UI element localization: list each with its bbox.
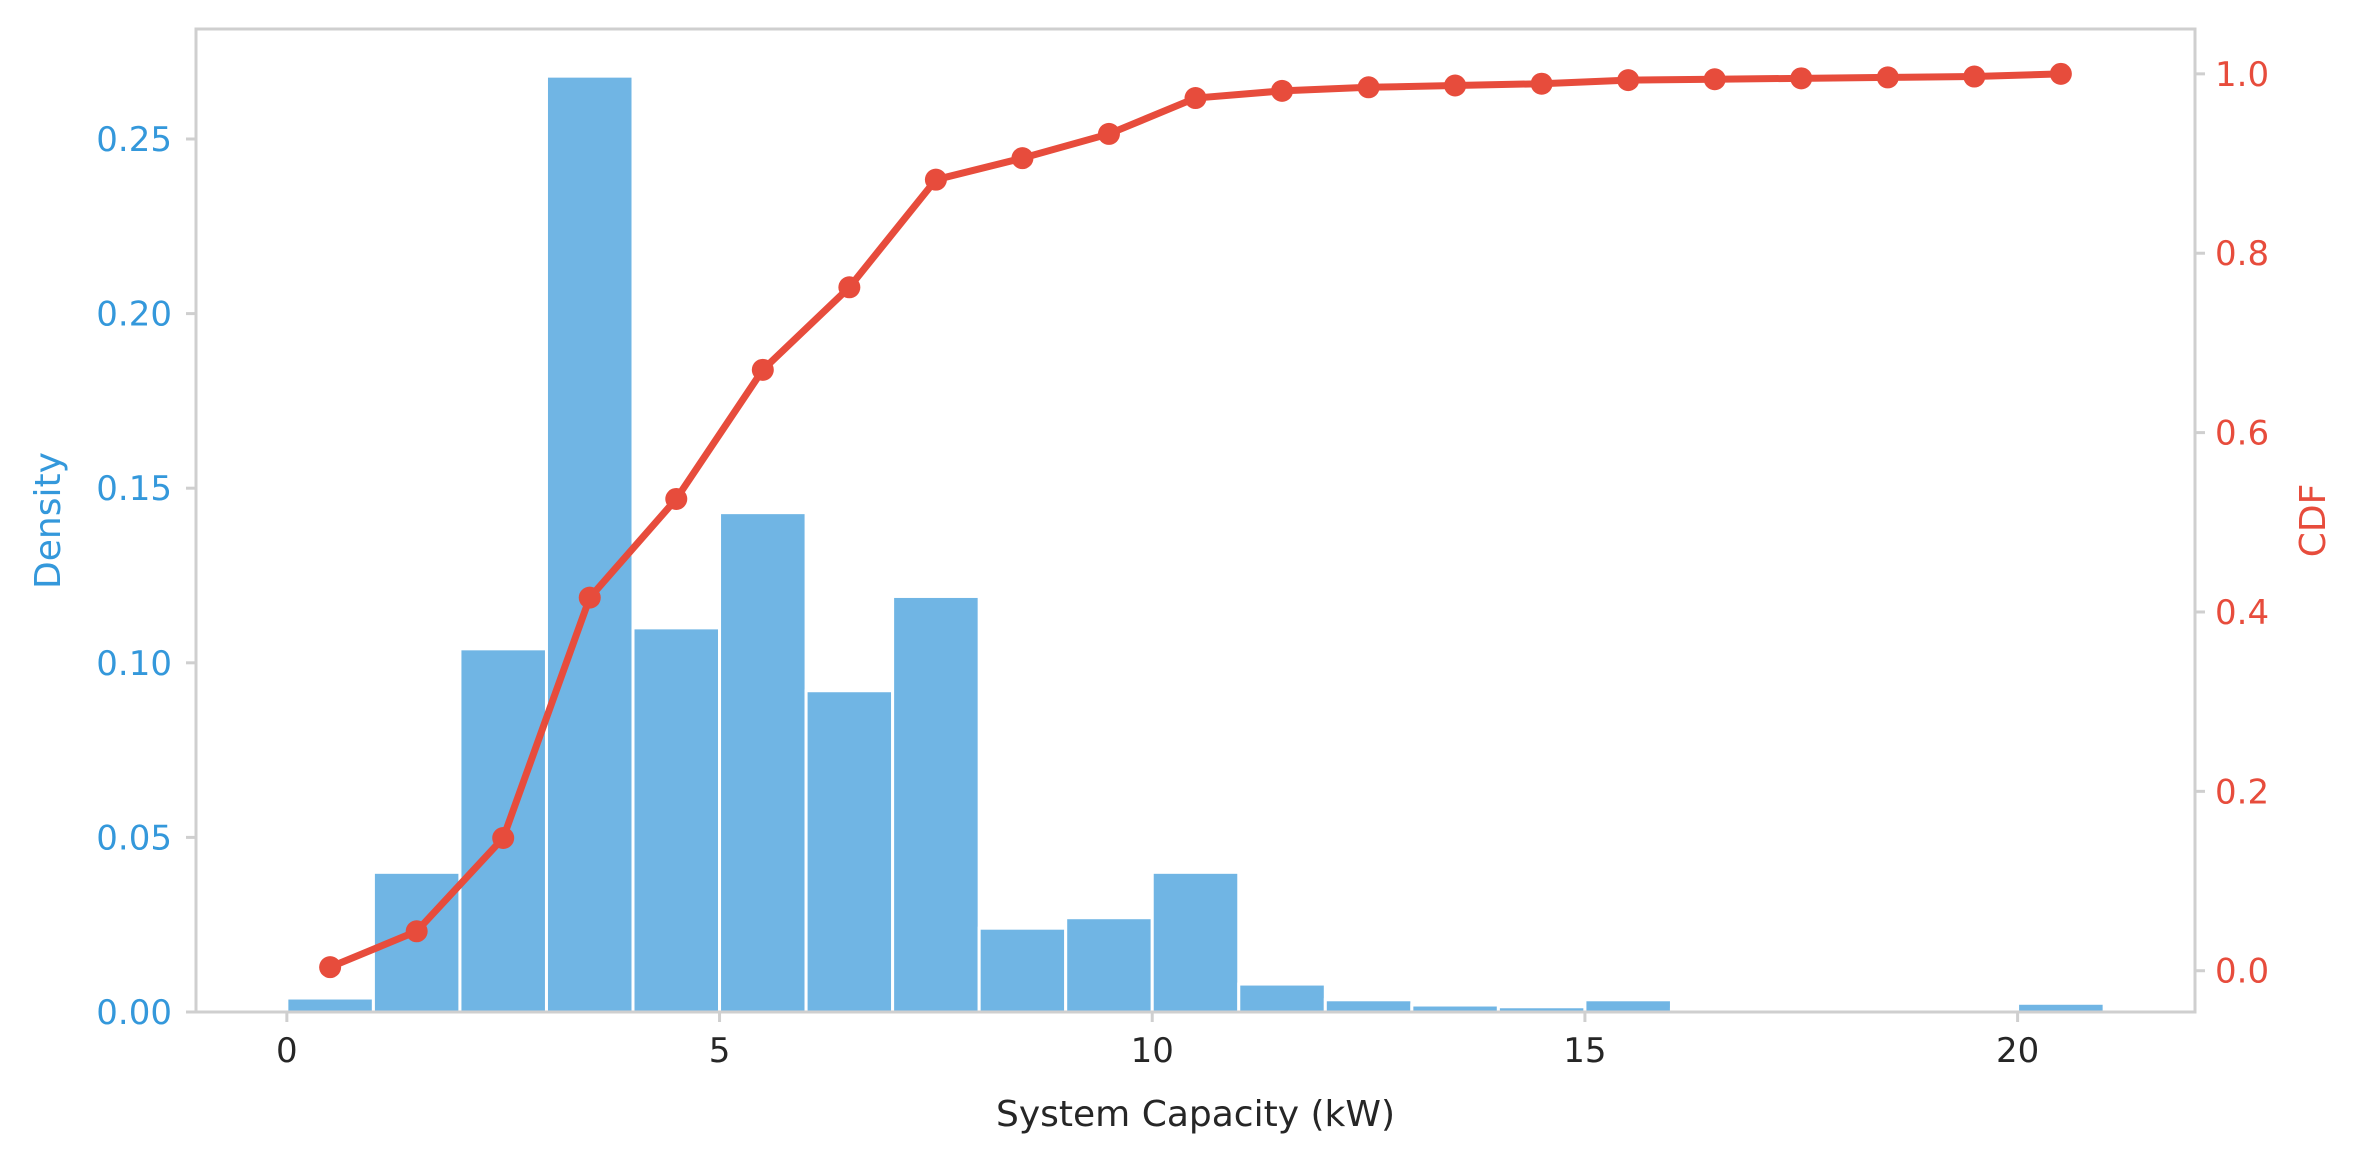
x-axis: 0 5 10 15 20 bbox=[276, 1012, 2039, 1071]
histogram-bar-15 bbox=[1583, 998, 1673, 1014]
cdf-point-19 bbox=[1963, 65, 1986, 88]
cdf-axis-title: CDF bbox=[2293, 484, 2334, 558]
cdf-point-0 bbox=[319, 956, 342, 979]
histogram-bar-6 bbox=[804, 689, 895, 1014]
histogram-bar-3 bbox=[544, 74, 635, 1014]
cdf-point-12 bbox=[1357, 76, 1380, 99]
cdf-point-15 bbox=[1617, 69, 1640, 92]
histogram-bar-5 bbox=[718, 511, 808, 1014]
cdf-point-20 bbox=[2049, 62, 2072, 85]
cdf-point-11 bbox=[1271, 79, 1294, 102]
x-tick-label-2: 10 bbox=[1131, 1031, 1174, 1071]
cdf-point-18 bbox=[1876, 66, 1899, 89]
cdf-point-8 bbox=[1011, 147, 1034, 170]
histogram-bar-8 bbox=[977, 926, 1068, 1014]
cdf-point-10 bbox=[1184, 87, 1207, 110]
x-tick-label-4: 20 bbox=[1996, 1031, 2039, 1071]
cdf-series bbox=[319, 62, 2072, 979]
histogram-bar-0 bbox=[285, 996, 375, 1014]
histogram-bar-7 bbox=[891, 594, 981, 1014]
cdf-tick-label-5: 1.0 bbox=[2215, 55, 2269, 95]
cdf-point-9 bbox=[1097, 122, 1120, 145]
density-tick-label-0: 0.00 bbox=[96, 993, 172, 1033]
cdf-tick-label-0: 0.0 bbox=[2215, 952, 2269, 992]
cdf-point-3 bbox=[578, 586, 601, 609]
x-axis-title: System Capacity (kW) bbox=[996, 1094, 1395, 1135]
cdf-point-14 bbox=[1530, 72, 1553, 95]
cdf-point-2 bbox=[492, 827, 515, 850]
x-tick-label-1: 5 bbox=[709, 1031, 731, 1071]
histogram-bar-10 bbox=[1150, 870, 1241, 1014]
cdf-point-4 bbox=[665, 487, 688, 510]
cdf-tick-label-2: 0.4 bbox=[2215, 593, 2269, 633]
density-tick-label-2: 0.10 bbox=[96, 644, 172, 684]
density-tick-label-5: 0.25 bbox=[96, 120, 172, 160]
cdf-point-7 bbox=[924, 168, 947, 191]
histogram-bar-9 bbox=[1064, 916, 1154, 1014]
density-tick-label-1: 0.05 bbox=[96, 818, 172, 858]
histogram-bar-11 bbox=[1237, 982, 1327, 1014]
cdf-point-5 bbox=[751, 358, 774, 381]
x-tick-label-3: 15 bbox=[1563, 1031, 1606, 1071]
density-tick-label-3: 0.15 bbox=[96, 469, 172, 509]
histogram-bar-4 bbox=[631, 626, 722, 1014]
cdf-tick-label-1: 0.2 bbox=[2215, 772, 2269, 812]
cdf-tick-label-4: 0.8 bbox=[2215, 234, 2269, 274]
density-tick-label-4: 0.20 bbox=[96, 295, 172, 335]
plot-frame bbox=[194, 27, 2197, 1014]
cdf-point-16 bbox=[1703, 68, 1726, 91]
density-axis: 0.00 0.05 0.10 0.15 0.20 0.25 bbox=[96, 120, 196, 1033]
density-axis-title: Density bbox=[28, 452, 69, 589]
cdf-point-17 bbox=[1790, 67, 1813, 90]
cdf-point-6 bbox=[838, 276, 861, 299]
histogram-bar-12 bbox=[1323, 998, 1414, 1014]
x-tick-label-0: 0 bbox=[276, 1031, 298, 1071]
cdf-point-13 bbox=[1444, 74, 1467, 97]
cdf-tick-label-3: 0.6 bbox=[2215, 414, 2269, 454]
density-histogram-bars bbox=[285, 74, 2106, 1014]
cdf-axis: 0.0 0.2 0.4 0.6 0.8 1.0 bbox=[2195, 55, 2269, 992]
cdf-point-1 bbox=[405, 920, 428, 943]
